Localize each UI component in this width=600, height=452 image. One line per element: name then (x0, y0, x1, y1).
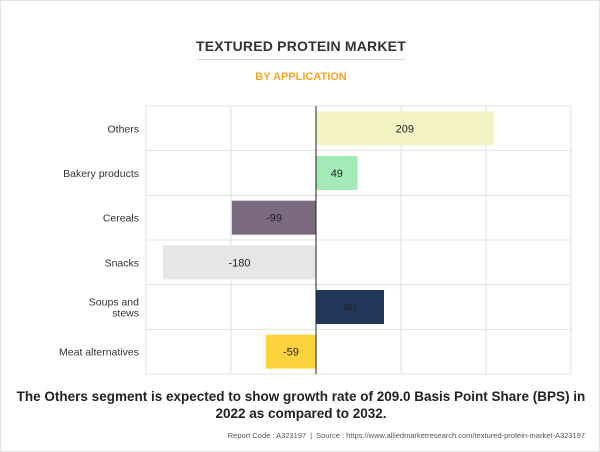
data-label: -180 (228, 257, 250, 269)
category-label-line: Soups and (89, 297, 139, 309)
category-label: Soups and stews (89, 297, 139, 320)
title-divider (197, 59, 405, 60)
category-label-line: Cereals (103, 213, 139, 225)
category-label-line: Snacks (105, 257, 139, 269)
chart-title: TEXTURED PROTEIN MARKET (196, 38, 406, 54)
data-label: -59 (283, 347, 299, 359)
category-label: Cereals (103, 213, 139, 225)
report-code: Report Code : A323197 (227, 431, 307, 440)
footer-separator: | (310, 431, 313, 440)
chart-footer: Report Code : A323197 | Source : https://w… (228, 431, 585, 440)
bar (231, 200, 316, 235)
data-label: -99 (266, 213, 282, 225)
source-link[interactable]: Source : https://www.alliedmarketresearc… (316, 431, 585, 440)
category-label-line: stews (112, 308, 139, 320)
bar (265, 334, 316, 369)
category-label-line: Others (107, 123, 139, 135)
data-label: 80 (344, 302, 356, 314)
category-label: Bakery products (63, 168, 139, 180)
category-label-line: Meat alternatives (59, 347, 139, 359)
bar (163, 245, 316, 280)
bar (316, 111, 494, 146)
bar (316, 156, 358, 190)
category-label: Snacks (105, 257, 139, 269)
bar (316, 290, 384, 324)
data-label: 49 (331, 168, 343, 180)
chart-caption: The Others segment is expected to show g… (16, 389, 586, 421)
data-label: 209 (396, 123, 414, 135)
bar-chart: 209 Others 49 Bakery products -99 Cereals -180… (59, 105, 572, 375)
category-label-line: Bakery products (63, 168, 139, 180)
category-label: Meat alternatives (59, 347, 139, 359)
category-label: Others (107, 123, 139, 135)
chart-subtitle: BY APPLICATION (255, 71, 347, 83)
